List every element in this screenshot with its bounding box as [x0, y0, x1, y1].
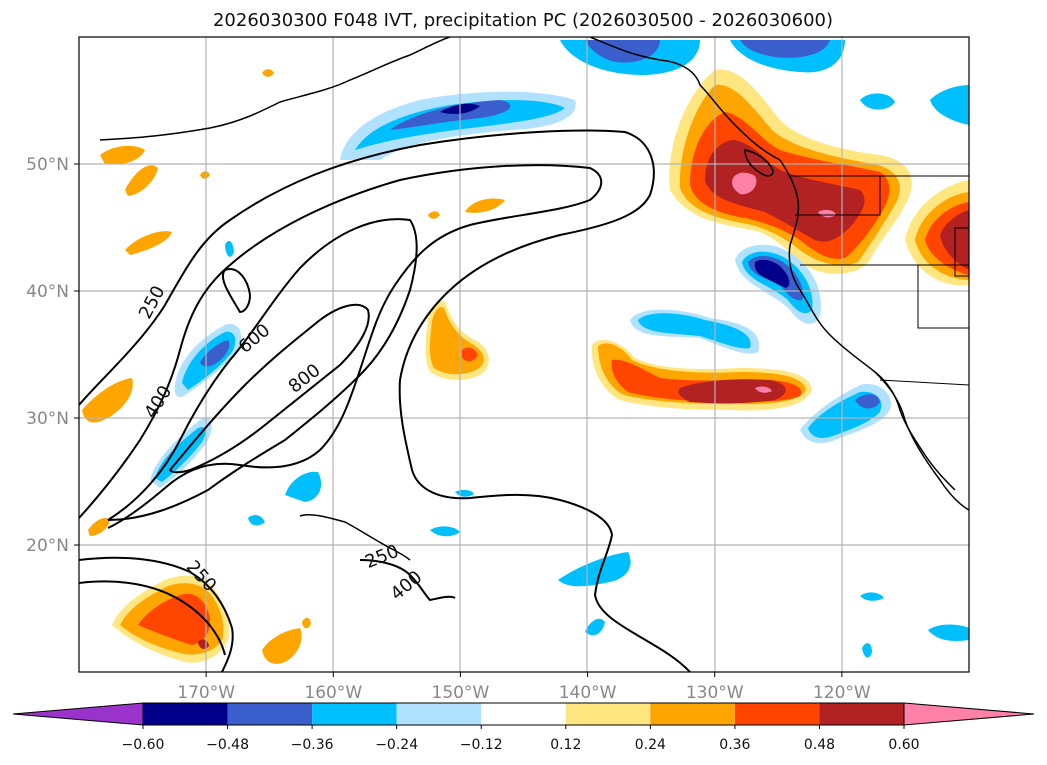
neg-area-south-east [928, 624, 969, 641]
y-tick-label: 30°N [26, 409, 69, 429]
border-us-mexico [879, 379, 969, 386]
x-tick-label: 130°W [686, 683, 744, 703]
pos-area-mid-pacific-4 [678, 379, 786, 404]
pos-area-central-3 [462, 347, 478, 362]
pos-area-west-2 [125, 165, 158, 196]
colorbar-extend-high [903, 702, 1035, 726]
pos-area-mid-pacific-peak [755, 386, 772, 393]
neg-area-east-edge [930, 85, 969, 125]
colorbar-segment [650, 703, 735, 725]
neg-area-south-pacific-2 [585, 618, 605, 636]
colorbar-segment [734, 703, 820, 725]
colorbar-segment [396, 703, 482, 725]
neg-area-small-1 [860, 93, 895, 110]
neg-area-small-6 [225, 240, 234, 257]
neg-area-mid-pacific-east-2 [638, 313, 751, 349]
y-tick-label: 50°N [26, 155, 69, 175]
pos-area-southwest-3 [138, 593, 210, 645]
ivt-contour-600 [107, 218, 418, 521]
borders [790, 175, 969, 386]
border-ca-nv [917, 265, 969, 329]
neg-area-off-california-4 [754, 259, 790, 288]
pos-area-small-8 [428, 211, 440, 219]
neg-area-gulf-alaska-deep [390, 100, 511, 130]
colorbar-frame [142, 702, 905, 726]
colorbar-tick-label: 0.60 [888, 737, 919, 753]
colorbar-tick-label: −0.48 [206, 737, 249, 753]
ivt-contour-250-west-loop [221, 268, 252, 314]
coastline-baja [874, 371, 956, 491]
x-tick-label: 150°W [432, 683, 490, 703]
coastline-bc-wa [779, 159, 969, 511]
colorbar-tick-label: 0.12 [550, 737, 581, 753]
coastline-vancouver-island [744, 149, 774, 177]
map-frame [78, 36, 970, 673]
neg-area-north-coast-core [585, 40, 660, 63]
ivt-contours [79, 129, 691, 672]
colorbar-tick-label: −0.60 [122, 737, 165, 753]
colorbar-tick-label: 0.36 [719, 737, 750, 753]
pos-area-south-2 [262, 628, 302, 664]
colorbar-segment [565, 703, 651, 725]
ivt-contour-250-north [79, 129, 691, 672]
pos-area-pacific-nw-peak [732, 172, 757, 195]
ivt-contour-400 [79, 164, 603, 529]
ivt-contour-400-south [79, 580, 226, 656]
neg-area-small-4 [862, 643, 872, 658]
neg-area-small-2 [430, 526, 460, 537]
neg-area-hawaii-north [285, 471, 322, 502]
x-tick-label: 170°W [177, 683, 235, 703]
colorbar-tick-label: 0.24 [635, 737, 666, 753]
colorbar-tick-label: 0.48 [804, 737, 835, 753]
neg-area-small-7 [860, 592, 884, 601]
x-tick-label: 160°W [304, 683, 362, 703]
pos-area-pacific-nw-peak-2 [818, 209, 836, 218]
border-inner [954, 227, 969, 277]
neg-area-small-5 [248, 515, 265, 526]
ivt-contour-800 [168, 303, 370, 474]
colorbar-extend-low [12, 702, 144, 726]
colorbar-segment [143, 703, 228, 725]
coastline-alaska-gulf [589, 37, 781, 161]
ivt-contour-250-south [79, 556, 234, 672]
y-axis-ticks: 20°N 30°N 40°N 50°N [26, 155, 79, 556]
x-axis-ticks: 170°W 160°W 150°W 140°W 130°W 120°W [177, 672, 871, 703]
colorbar-segment [481, 703, 566, 725]
colorbar-tick-label: −0.24 [375, 737, 418, 753]
coastline-aleutians [99, 37, 451, 141]
colorbar-segment [312, 703, 397, 725]
pos-area-south-3 [302, 617, 311, 629]
pos-area-west-5 [88, 518, 110, 536]
x-tick-label: 120°W [813, 683, 871, 703]
pos-area-west-4 [82, 378, 133, 423]
pos-area-west-3 [125, 231, 172, 255]
y-tick-label: 40°N [26, 282, 69, 302]
colorbar: −0.60 −0.48 −0.36 −0.24 −0.12 0.12 0.24 0.36 0.4… [12, 702, 1035, 753]
pos-area-small-7 [262, 69, 274, 77]
colorbar-segment [819, 703, 904, 725]
border-wa-or [795, 176, 881, 216]
map-panel: 250 400 600 800 250 250 400 170°W 160°W 15… [26, 36, 970, 703]
grid-lines [79, 37, 969, 672]
ivt-contour-250-hawaii [359, 559, 456, 602]
pos-area-west-1 [100, 145, 145, 165]
neg-area-south-pacific [558, 552, 631, 587]
neg-area-west-streak-3 [200, 340, 230, 367]
coastline-hawaii [299, 513, 411, 561]
y-tick-label: 20°N [26, 536, 69, 556]
chart-title: 2026030300 F048 IVT, precipitation PC (2… [213, 10, 833, 31]
pos-area-small-6 [200, 171, 210, 179]
colorbar-tick-label: −0.12 [460, 737, 503, 753]
neg-area-north-east-core [740, 40, 830, 58]
pos-area-small-9 [465, 198, 505, 213]
x-tick-label: 140°W [559, 683, 617, 703]
coastlines [99, 37, 969, 561]
neg-area-baja-3 [855, 394, 880, 409]
colorbar-tick-label: −0.36 [291, 737, 334, 753]
neg-area-west-streak-lower-2 [155, 426, 206, 482]
colorbar-segment [227, 703, 313, 725]
